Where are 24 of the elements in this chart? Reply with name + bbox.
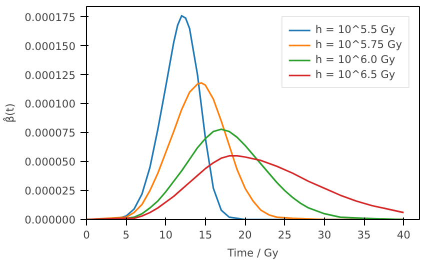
x-tick-label: 10: [159, 228, 173, 242]
x-tick-label: 30: [318, 228, 332, 242]
y-tick-label: 0.000175: [24, 10, 76, 24]
x-tick-label: 25: [278, 228, 292, 242]
x-axis-title: Time / Gy: [226, 246, 279, 260]
legend-label: h = 10^6.0 Gy: [315, 53, 396, 66]
y-axis-title: β̂(t): [2, 103, 17, 123]
x-tick-label: 40: [396, 228, 411, 242]
x-tick-label: 35: [357, 228, 371, 242]
y-tick-label: 0.000075: [24, 126, 76, 140]
y-tick-label: 0.000150: [24, 40, 76, 53]
y-tick-label: 0.000000: [24, 214, 76, 226]
y-tick-label: 0.000025: [24, 184, 76, 198]
y-tick-label: 0.000125: [24, 68, 76, 82]
x-tick-label: 15: [198, 228, 212, 242]
y-tick-label: 0.000050: [24, 156, 76, 169]
line-series: [86, 155, 404, 220]
legend-label: h = 10^6.5 Gy: [315, 68, 396, 81]
x-tick-label: 0: [83, 228, 90, 242]
x-tick-label: 20: [238, 228, 252, 242]
y-tick-label: 0.000100: [24, 98, 76, 111]
x-tick-label: 5: [122, 228, 130, 242]
legend-label: h = 10^5.5 Gy: [315, 23, 396, 36]
legend-label: h = 10^5.75 Gy: [315, 38, 402, 51]
